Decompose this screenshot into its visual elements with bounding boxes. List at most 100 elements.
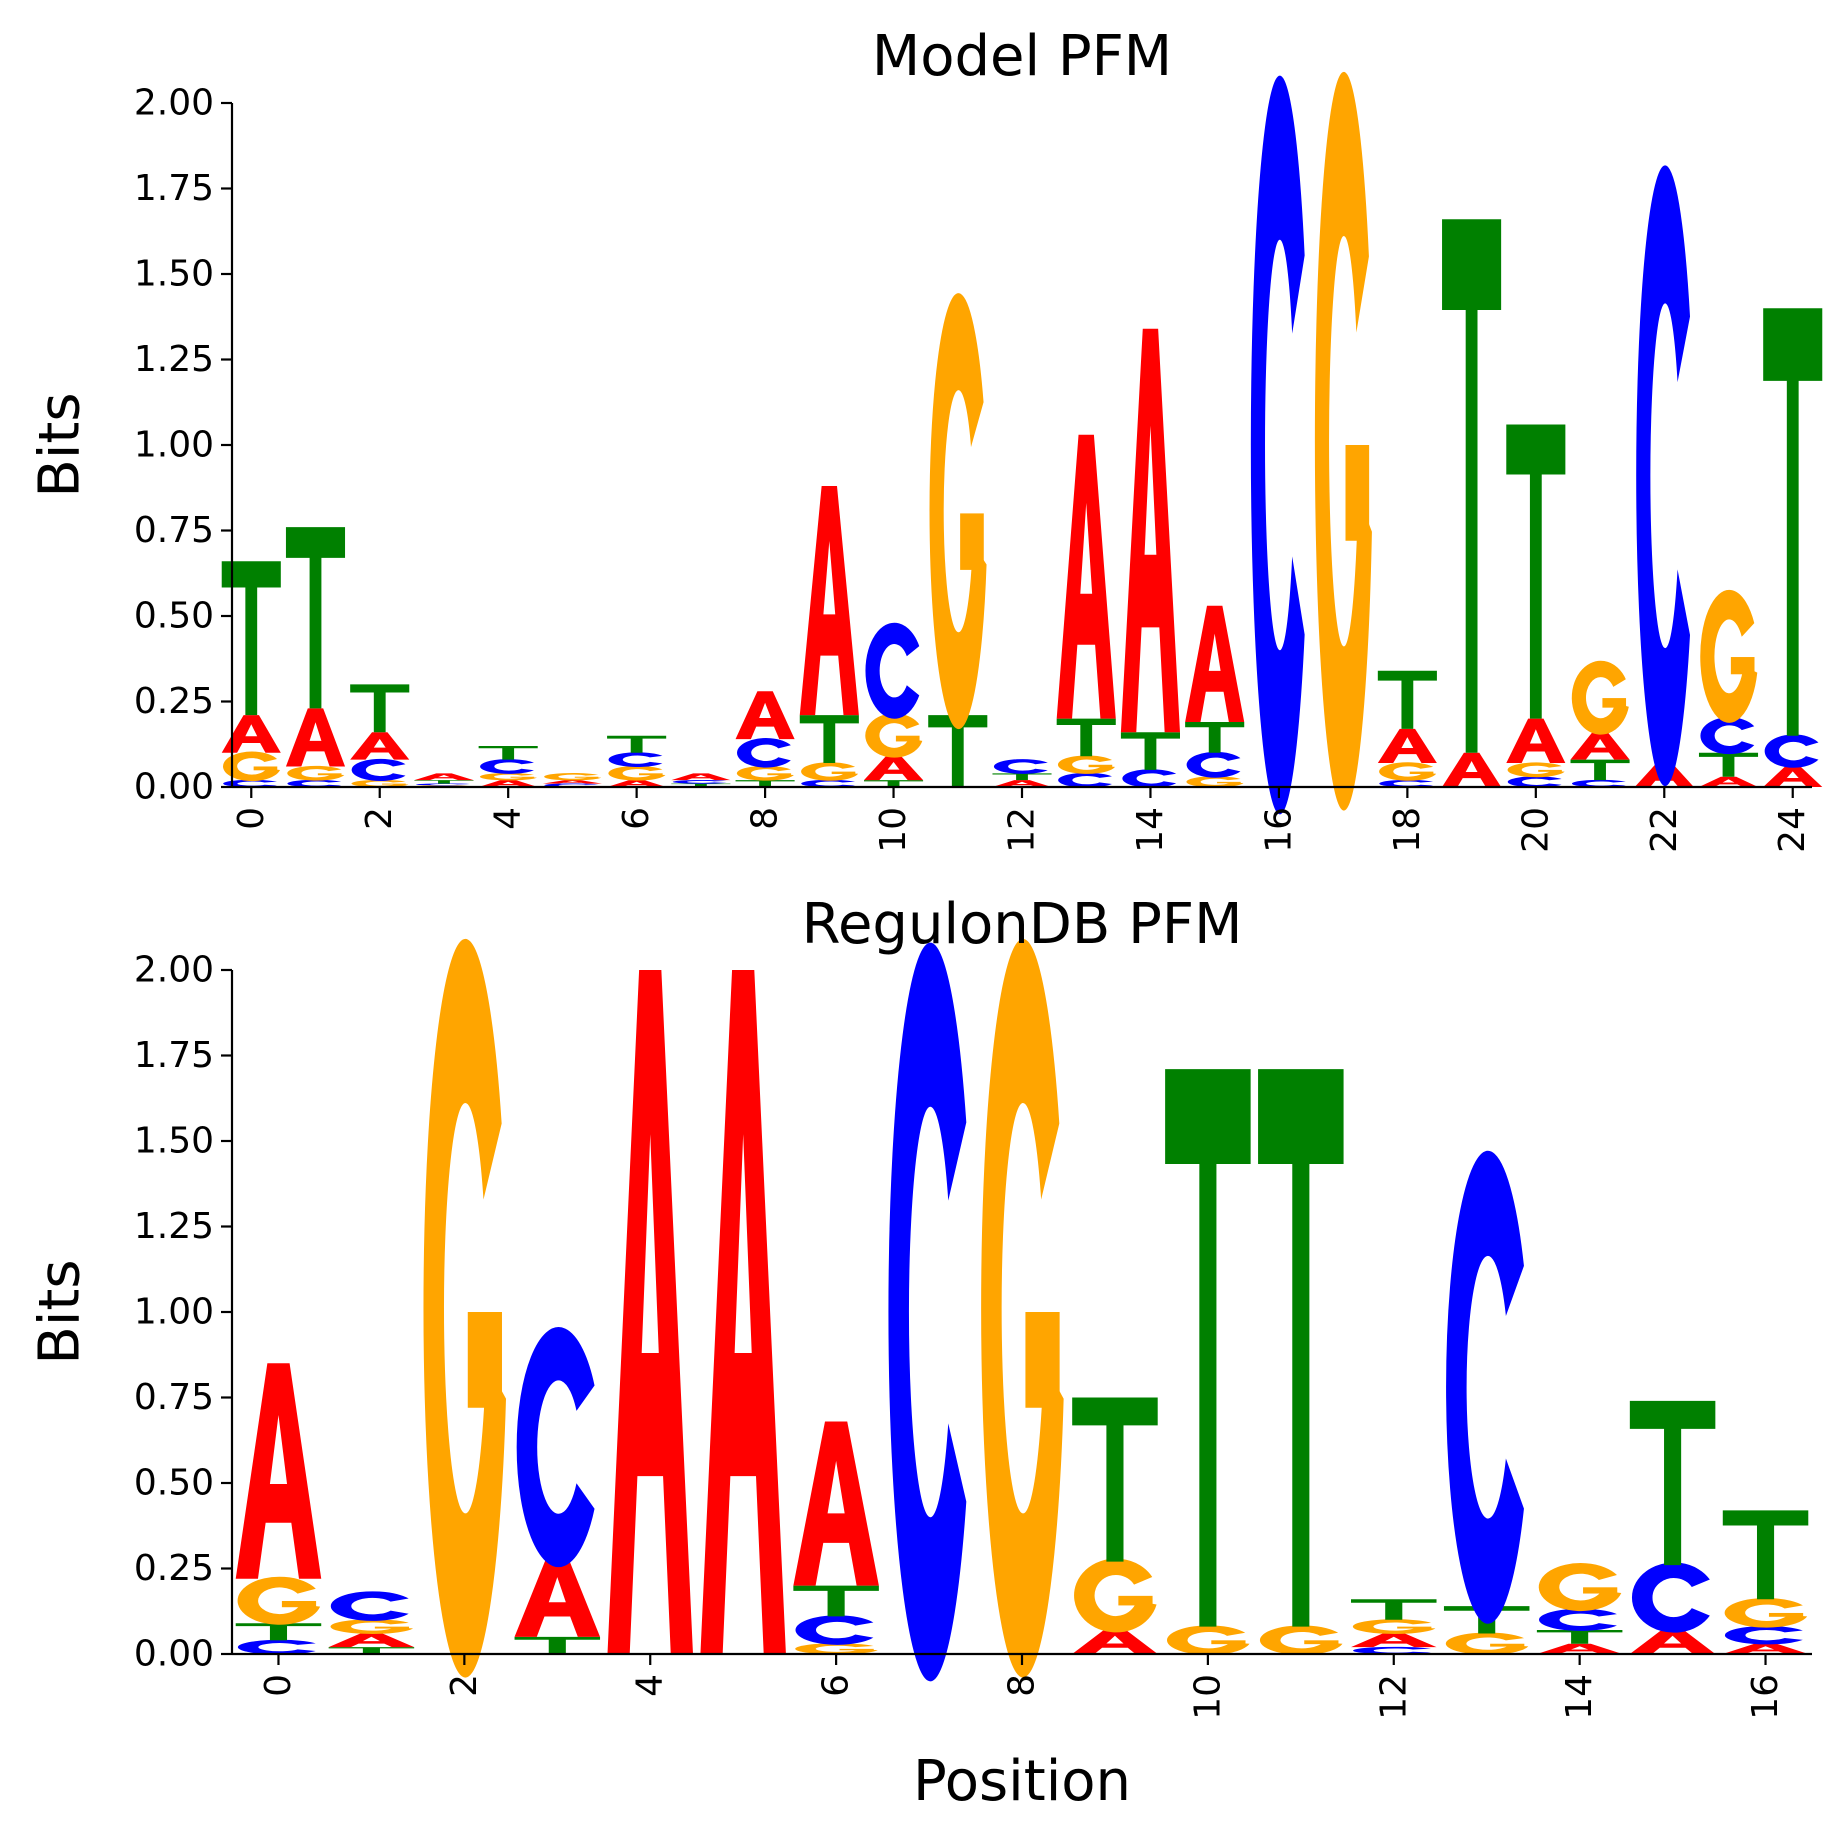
glyph-C-pos-20 bbox=[1507, 776, 1562, 788]
glyph-T-pos-14 bbox=[1536, 1630, 1623, 1644]
glyph-A-pos-10 bbox=[864, 756, 924, 781]
y-tick-label: 0.50 bbox=[134, 596, 214, 637]
x-tick-label: 24 bbox=[1772, 807, 1813, 853]
glyph-G-pos-20 bbox=[1507, 762, 1565, 778]
glyph-A-pos-15 bbox=[1185, 605, 1245, 723]
glyph-G-pos-8 bbox=[981, 938, 1064, 1678]
glyph-T-pos-8 bbox=[735, 780, 795, 787]
glyph-T-pos-16 bbox=[1722, 1510, 1809, 1600]
glyph-T-pos-14 bbox=[1120, 732, 1180, 770]
glyph-T-pos-12 bbox=[992, 773, 1052, 781]
glyph-C-pos-16 bbox=[1250, 75, 1305, 815]
glyph-A-pos-5 bbox=[542, 780, 602, 784]
glyph-G-pos-2 bbox=[423, 938, 506, 1678]
x-axis-label: Position bbox=[913, 1749, 1131, 1814]
glyph-G-pos-21 bbox=[1571, 660, 1629, 735]
x-tick-label: 12 bbox=[1002, 807, 1043, 853]
y-tick-label: 2.00 bbox=[134, 950, 214, 991]
x-tick-label: 16 bbox=[1745, 1674, 1786, 1720]
glyph-C-pos-12 bbox=[1353, 1646, 1431, 1655]
glyph-T-pos-2 bbox=[350, 684, 410, 733]
x-tick-label: 2 bbox=[359, 807, 400, 830]
x-tick-label: 22 bbox=[1644, 807, 1685, 853]
glyph-C-pos-13 bbox=[1446, 1150, 1524, 1624]
x-tick-label: 2 bbox=[444, 1674, 485, 1697]
glyph-C-pos-3 bbox=[416, 783, 470, 786]
glyph-G-pos-14 bbox=[1538, 1563, 1622, 1612]
y-tick-label: 0.00 bbox=[134, 767, 214, 808]
glyph-A-pos-4 bbox=[478, 780, 538, 787]
x-tick-label: 6 bbox=[816, 1674, 857, 1697]
glyph-A-pos-2 bbox=[350, 732, 410, 760]
glyph-A-pos-0 bbox=[235, 1363, 322, 1579]
glyph-G-pos-9 bbox=[1074, 1558, 1157, 1633]
glyph-C-pos-6 bbox=[795, 1615, 874, 1645]
glyph-A-pos-14 bbox=[1120, 328, 1180, 733]
glyph-G-pos-0 bbox=[237, 1576, 321, 1625]
x-tick-label: 0 bbox=[258, 1674, 299, 1697]
glyph-T-pos-6 bbox=[793, 1585, 879, 1617]
glyph-G-pos-16 bbox=[1724, 1598, 1808, 1628]
y-tick-label: 1.00 bbox=[134, 425, 214, 466]
glyph-G-pos-8 bbox=[736, 765, 794, 781]
glyph-C-pos-2 bbox=[351, 758, 406, 781]
x-tick-label: 10 bbox=[1187, 1674, 1228, 1720]
logo-glyphs bbox=[235, 938, 1809, 1682]
y-axis-label: Bits bbox=[28, 392, 93, 497]
x-tick-label: 20 bbox=[1515, 807, 1556, 853]
x-tick-label: 4 bbox=[630, 1674, 671, 1697]
glyph-A-pos-6 bbox=[607, 780, 667, 787]
glyph-A-pos-7 bbox=[671, 773, 731, 781]
y-axis-label: Bits bbox=[28, 1259, 93, 1364]
x-tick-label: 14 bbox=[1130, 807, 1171, 853]
chart-title: RegulonDB PFM bbox=[802, 892, 1243, 957]
x-tick-label: 18 bbox=[1387, 807, 1428, 853]
glyph-T-pos-15 bbox=[1185, 722, 1245, 753]
glyph-G-pos-18 bbox=[1379, 762, 1437, 781]
glyph-G-pos-10 bbox=[865, 713, 923, 758]
glyph-T-pos-13 bbox=[1056, 718, 1116, 757]
glyph-G-pos-4 bbox=[480, 773, 537, 781]
glyph-C-pos-23 bbox=[1700, 717, 1755, 755]
y-tick-label: 0.25 bbox=[134, 1548, 214, 1589]
glyph-A-pos-16 bbox=[1722, 1643, 1809, 1654]
y-tick-label: 0.00 bbox=[134, 1634, 214, 1675]
glyph-T-pos-21 bbox=[1570, 759, 1630, 781]
glyph-G-pos-1 bbox=[330, 1619, 414, 1634]
x-tick-label: 0 bbox=[231, 807, 272, 830]
glyph-T-pos-4 bbox=[478, 745, 538, 760]
glyph-G-pos-1 bbox=[287, 765, 345, 781]
y-tick-label: 1.75 bbox=[134, 1035, 214, 1076]
glyph-C-pos-1 bbox=[330, 1591, 409, 1621]
glyph-T-pos-3 bbox=[414, 780, 474, 784]
glyph-A-pos-8 bbox=[735, 691, 795, 740]
glyph-G-pos-12 bbox=[1352, 1619, 1436, 1634]
glyph-T-pos-20 bbox=[1506, 424, 1566, 719]
glyph-G-pos-2 bbox=[351, 779, 409, 788]
glyph-C-pos-14 bbox=[1122, 769, 1177, 788]
glyph-A-pos-4 bbox=[607, 970, 693, 1654]
glyph-T-pos-11 bbox=[1258, 1069, 1344, 1627]
glyph-G-pos-23 bbox=[1700, 589, 1758, 723]
x-tick-label: 12 bbox=[1373, 1674, 1414, 1720]
glyph-G-pos-13 bbox=[1445, 1632, 1529, 1655]
glyph-C-pos-14 bbox=[1539, 1608, 1617, 1631]
glyph-T-pos-6 bbox=[607, 735, 667, 753]
logo-glyphs bbox=[221, 72, 1823, 815]
glyph-T-pos-18 bbox=[1377, 670, 1437, 729]
glyph-C-pos-9 bbox=[801, 779, 856, 788]
glyph-C-pos-15 bbox=[1632, 1562, 1710, 1633]
y-tick-label: 1.50 bbox=[134, 254, 214, 295]
glyph-G-pos-10 bbox=[1167, 1625, 1250, 1655]
glyph-T-pos-9 bbox=[1072, 1397, 1158, 1562]
x-tick-label: 4 bbox=[488, 807, 529, 830]
x-tick-label: 8 bbox=[1002, 1674, 1043, 1697]
x-tick-label: 16 bbox=[1258, 807, 1299, 853]
glyph-G-pos-13 bbox=[1058, 755, 1115, 774]
y-tick-label: 1.00 bbox=[134, 1292, 214, 1333]
y-tick-label: 0.75 bbox=[134, 510, 214, 551]
glyph-T-pos-19 bbox=[1442, 219, 1502, 753]
glyph-C-pos-24 bbox=[1764, 734, 1819, 768]
glyph-T-pos-9 bbox=[799, 715, 859, 764]
